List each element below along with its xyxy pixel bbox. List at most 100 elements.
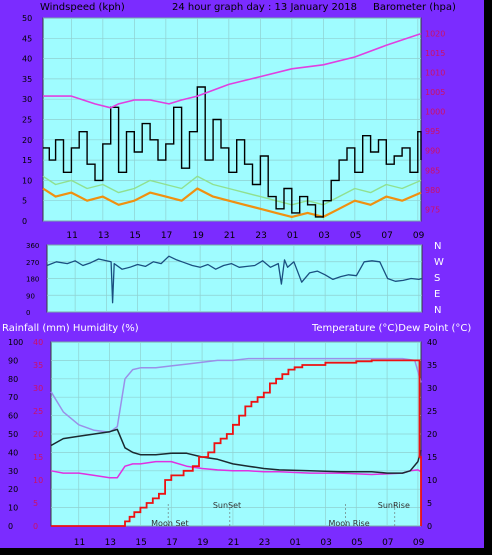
direction-axis-tick-90: 90 [26, 292, 35, 300]
bottom-strip [0, 548, 492, 555]
mid-label-left: Rainfall (mm) Humidity (%) [2, 323, 139, 334]
wind-time-tick-05: 05 [350, 231, 361, 241]
rain-axis-tick-10: 10 [33, 476, 43, 485]
wind-time-tick-19: 19 [192, 231, 204, 241]
rain-time-tick-21: 21 [228, 538, 239, 548]
baro-axis-tick-985: 985 [425, 166, 440, 175]
wind-time-tick-23: 23 [255, 231, 266, 241]
baro-axis-tick-990: 990 [425, 147, 440, 156]
wind-axis-tick-25: 25 [22, 116, 32, 125]
wind-time-tick-13: 13 [98, 231, 109, 241]
rain-axis-tick-40: 40 [33, 338, 43, 347]
temp-axis-tick-0: 0 [427, 522, 432, 531]
wind-axis-tick-5: 5 [22, 197, 27, 206]
annotation-moon-set: Moon Set [151, 519, 188, 528]
baro-axis-tick-1015: 1015 [425, 49, 445, 58]
annotation-sunrise: SunRise [378, 501, 410, 510]
wind-direction-series [46, 255, 423, 304]
rain-axis-tick-15: 15 [33, 453, 43, 462]
rain-axis-tick-20: 20 [33, 430, 43, 439]
wind-time-tick-03: 03 [318, 231, 329, 241]
rain-time-tick-11: 11 [74, 538, 85, 548]
baro-axis-tick-1010: 1010 [425, 69, 445, 78]
baro-axis-tick-1020: 1020 [425, 30, 445, 39]
rain-axis-tick-25: 25 [33, 407, 43, 416]
rain-time-tick-23: 23 [259, 538, 270, 548]
wind-time-tick-11: 11 [66, 231, 77, 241]
humidity-axis-tick-80: 80 [8, 375, 18, 384]
wind-axis-tick-0: 0 [22, 217, 27, 226]
compass-label-4: N [434, 305, 441, 316]
wind-time-tick-21: 21 [224, 231, 235, 241]
humidity-axis-tick-40: 40 [8, 448, 18, 457]
wind-time-tick-07: 07 [381, 231, 392, 241]
wind-axis-tick-35: 35 [22, 75, 32, 84]
humidity-axis-tick-70: 70 [8, 393, 18, 402]
rain-time-tick-17: 17 [166, 538, 177, 548]
compass-label-2: S [434, 273, 440, 284]
header-left: Windspeed (kph) [40, 2, 125, 13]
temperature-series [50, 428, 422, 474]
wind-axis-tick-15: 15 [22, 156, 32, 165]
wind-time-tick-15: 15 [129, 231, 140, 241]
compass-label-3: E [434, 289, 440, 300]
humidity-axis-tick-60: 60 [8, 412, 18, 421]
humidity-axis-tick-0: 0 [8, 522, 13, 531]
temp-axis-tick-40: 40 [427, 338, 437, 347]
compass-label-1: W [434, 257, 444, 268]
dew-point-series [50, 460, 422, 479]
wind-average-series [42, 187, 422, 218]
annotation-moon-rise: Moon Rise [328, 519, 369, 528]
rain-time-tick-07: 07 [382, 538, 393, 548]
rainfall-series [51, 359, 422, 527]
temp-axis-tick-25: 25 [427, 407, 437, 416]
baro-axis-tick-995: 995 [425, 127, 440, 136]
baro-axis-tick-1005: 1005 [425, 88, 445, 97]
wind-axis-tick-45: 45 [22, 34, 32, 43]
direction-axis-tick-270: 270 [26, 259, 39, 267]
right-strip [484, 0, 492, 555]
wind-axis-tick-20: 20 [22, 136, 32, 145]
barometer-series [43, 32, 422, 109]
wind-axis-tick-30: 30 [22, 95, 32, 104]
temp-axis-tick-15: 15 [427, 453, 437, 462]
humidity-axis-tick-20: 20 [8, 485, 18, 494]
annotation-sunset: SunSet [213, 501, 241, 510]
wind-light-series [42, 175, 422, 206]
direction-axis-tick-180: 180 [26, 276, 39, 284]
rain-time-tick-01: 01 [290, 538, 301, 548]
wind-time-tick-01: 01 [287, 231, 298, 241]
humidity-axis-tick-90: 90 [8, 356, 18, 365]
rain-time-tick-05: 05 [351, 538, 362, 548]
rain-axis-tick-35: 35 [33, 361, 43, 370]
humidity-axis-tick-30: 30 [8, 467, 18, 476]
rain-time-tick-15: 15 [135, 538, 146, 548]
wind-time-tick-09: 09 [413, 231, 425, 241]
direction-axis-tick-0: 0 [26, 309, 30, 317]
rain-axis-tick-5: 5 [33, 499, 38, 508]
direction-axis-tick-360: 360 [26, 242, 39, 250]
rain-time-tick-13: 13 [105, 538, 116, 548]
temp-axis-tick-10: 10 [427, 476, 437, 485]
rain-axis-tick-0: 0 [33, 522, 38, 531]
temp-axis-tick-35: 35 [427, 361, 437, 370]
baro-axis-tick-980: 980 [425, 186, 440, 195]
header-right: Barometer (hpa) [373, 2, 456, 13]
temp-axis-tick-20: 20 [427, 430, 437, 439]
wind-gust-series [43, 86, 422, 218]
wind-axis-tick-10: 10 [22, 176, 32, 185]
baro-axis-tick-975: 975 [425, 205, 440, 214]
wind-axis-tick-50: 50 [22, 14, 32, 23]
header-center: 24 hour graph day : 13 January 2018 [172, 2, 357, 13]
wind-axis-tick-40: 40 [22, 55, 32, 64]
humidity-axis-tick-10: 10 [8, 504, 18, 513]
wind-time-tick-17: 17 [161, 231, 172, 241]
rain-axis-tick-30: 30 [33, 384, 43, 393]
mid-label-right: Temperature (°C)Dew Point (°C) [311, 323, 471, 334]
humidity-axis-tick-100: 100 [8, 338, 23, 347]
baro-axis-tick-1000: 1000 [425, 108, 445, 117]
rain-time-tick-09: 09 [413, 538, 425, 548]
rain-time-tick-19: 19 [197, 538, 209, 548]
temp-axis-tick-30: 30 [427, 384, 437, 393]
